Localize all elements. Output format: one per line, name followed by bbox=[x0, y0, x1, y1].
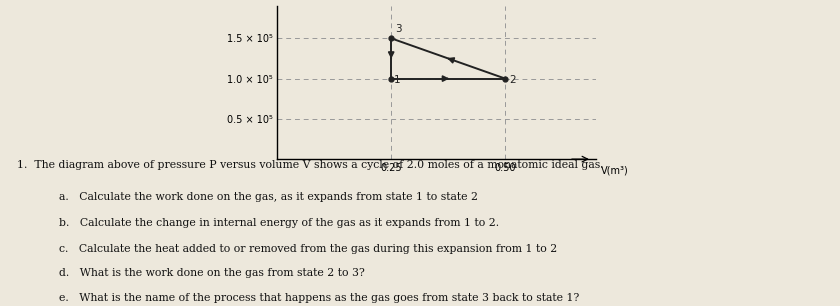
Text: e.   What is the name of the process that happens as the gas goes from state 3 b: e. What is the name of the process that … bbox=[59, 293, 579, 303]
Text: b.   Calculate the change in internal energy of the gas as it expands from 1 to : b. Calculate the change in internal ener… bbox=[59, 218, 499, 228]
Text: d.   What is the work done on the gas from state 2 to 3?: d. What is the work done on the gas from… bbox=[59, 268, 365, 278]
Text: 1.  The diagram above of pressure P versus volume V shows a cycle of 2.0 moles o: 1. The diagram above of pressure P versu… bbox=[17, 160, 603, 170]
Text: 1: 1 bbox=[393, 75, 400, 85]
Text: 3: 3 bbox=[395, 24, 402, 34]
Text: 2: 2 bbox=[509, 75, 516, 85]
Text: V(m³): V(m³) bbox=[601, 166, 628, 175]
Text: a.   Calculate the work done on the gas, as it expands from state 1 to state 2: a. Calculate the work done on the gas, a… bbox=[59, 192, 478, 202]
Text: c.   Calculate the heat added to or removed from the gas during this expansion f: c. Calculate the heat added to or remove… bbox=[59, 244, 557, 254]
